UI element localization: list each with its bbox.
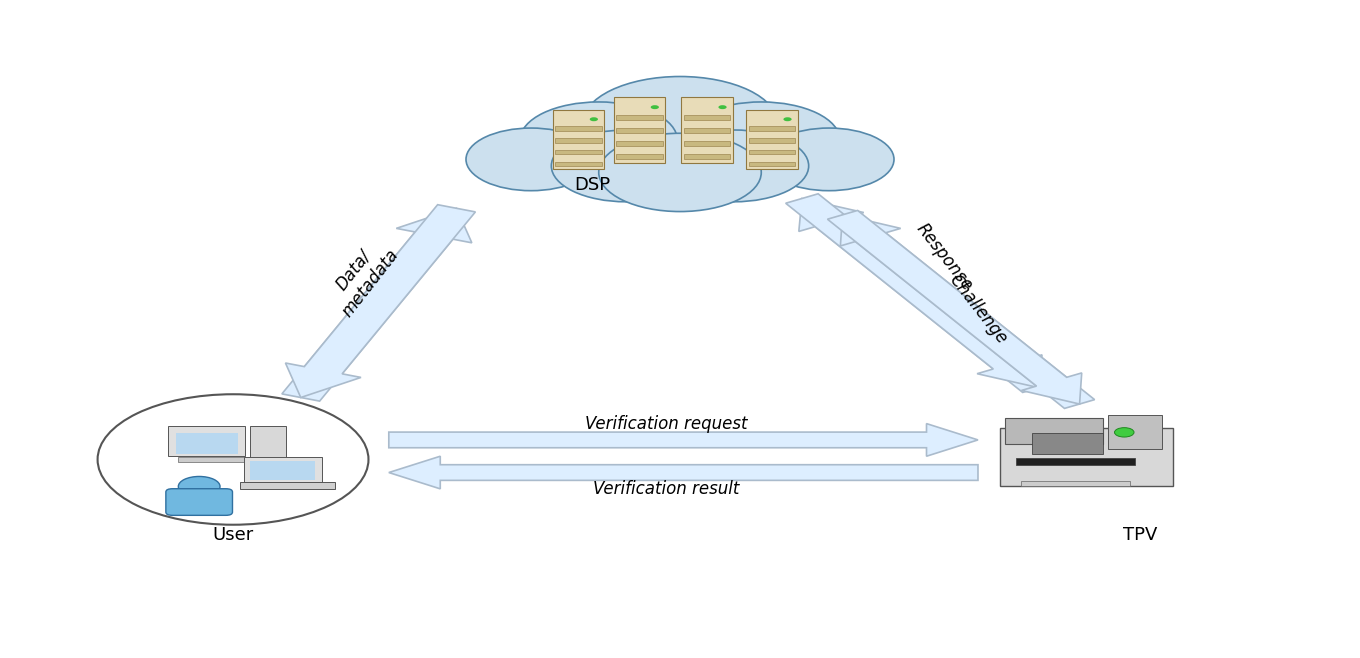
Bar bbox=[684, 154, 730, 159]
FancyBboxPatch shape bbox=[613, 97, 665, 163]
Circle shape bbox=[520, 102, 677, 178]
Bar bbox=[616, 115, 662, 120]
FancyArrow shape bbox=[786, 194, 1042, 388]
Bar bbox=[749, 138, 796, 143]
Circle shape bbox=[466, 128, 596, 191]
FancyBboxPatch shape bbox=[1016, 459, 1136, 465]
Text: DSP: DSP bbox=[574, 176, 611, 195]
FancyArrow shape bbox=[389, 456, 978, 489]
FancyArrow shape bbox=[798, 199, 1055, 392]
Text: User: User bbox=[212, 526, 254, 544]
Bar bbox=[616, 141, 662, 146]
FancyArrow shape bbox=[286, 205, 476, 397]
FancyBboxPatch shape bbox=[243, 457, 322, 482]
Bar bbox=[684, 141, 730, 146]
Circle shape bbox=[718, 105, 726, 109]
Circle shape bbox=[1114, 428, 1134, 437]
Circle shape bbox=[764, 128, 894, 191]
Text: Verification request: Verification request bbox=[585, 415, 748, 432]
FancyBboxPatch shape bbox=[1005, 418, 1103, 444]
FancyArrow shape bbox=[282, 209, 472, 401]
Bar bbox=[749, 150, 796, 155]
Circle shape bbox=[582, 76, 778, 170]
Bar bbox=[749, 126, 796, 131]
Bar bbox=[616, 128, 662, 134]
Text: TPV: TPV bbox=[1123, 526, 1157, 544]
FancyBboxPatch shape bbox=[166, 489, 233, 515]
FancyArrow shape bbox=[827, 211, 1081, 404]
FancyBboxPatch shape bbox=[1000, 428, 1174, 486]
FancyBboxPatch shape bbox=[747, 111, 798, 169]
Circle shape bbox=[598, 134, 762, 212]
Bar bbox=[555, 138, 601, 143]
Text: Verification result: Verification result bbox=[593, 480, 740, 498]
Circle shape bbox=[783, 117, 792, 121]
FancyBboxPatch shape bbox=[178, 457, 245, 463]
FancyBboxPatch shape bbox=[681, 97, 733, 163]
FancyBboxPatch shape bbox=[250, 426, 287, 464]
Text: Data/
metadata: Data/ metadata bbox=[321, 233, 401, 320]
FancyBboxPatch shape bbox=[239, 482, 335, 489]
FancyBboxPatch shape bbox=[1032, 434, 1103, 454]
FancyBboxPatch shape bbox=[1108, 415, 1163, 449]
Circle shape bbox=[650, 105, 660, 109]
Circle shape bbox=[551, 130, 700, 202]
Text: Response: Response bbox=[913, 220, 976, 294]
FancyBboxPatch shape bbox=[1021, 482, 1130, 486]
Circle shape bbox=[98, 394, 369, 524]
Circle shape bbox=[178, 476, 220, 497]
FancyArrow shape bbox=[389, 424, 978, 456]
Circle shape bbox=[590, 117, 598, 121]
FancyBboxPatch shape bbox=[250, 461, 316, 480]
Bar bbox=[684, 115, 730, 120]
Bar bbox=[749, 161, 796, 166]
Circle shape bbox=[660, 130, 809, 202]
Bar bbox=[555, 126, 601, 131]
FancyBboxPatch shape bbox=[175, 433, 238, 454]
Bar bbox=[684, 128, 730, 134]
Circle shape bbox=[683, 102, 840, 178]
Text: Challenge: Challenge bbox=[945, 271, 1010, 347]
Bar bbox=[616, 154, 662, 159]
FancyBboxPatch shape bbox=[552, 111, 604, 169]
FancyBboxPatch shape bbox=[169, 426, 245, 456]
FancyArrow shape bbox=[840, 215, 1095, 409]
Bar bbox=[555, 161, 601, 166]
Bar bbox=[555, 150, 601, 155]
